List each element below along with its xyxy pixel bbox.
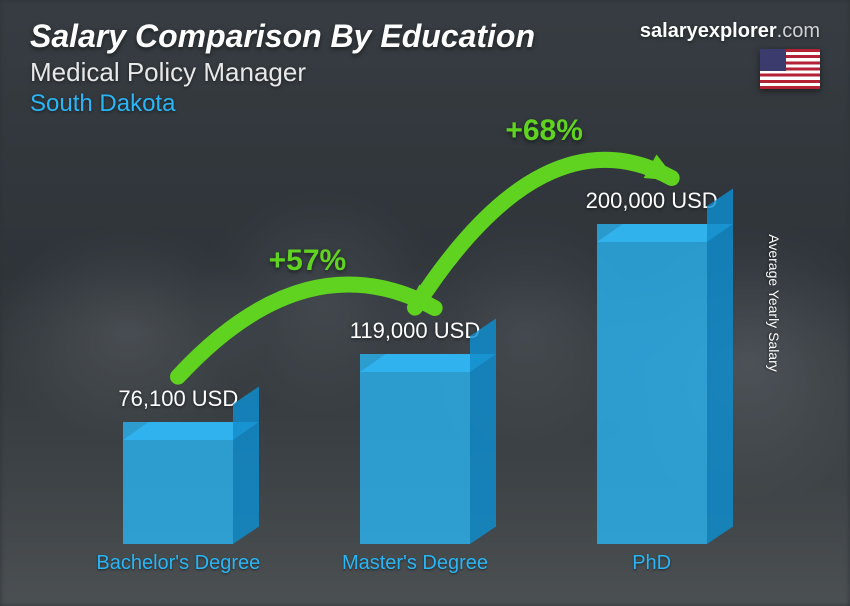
chart-location: South Dakota [30,90,820,118]
bar-category-label: PhD [533,544,770,575]
bar-slot: 119,000 USD [297,318,534,544]
bar [123,422,233,544]
increase-percent-label: +57% [269,244,347,278]
increase-percent-label: +68% [505,114,583,148]
bar-value-label: 200,000 USD [586,188,718,214]
flag-icon [760,49,820,89]
brand-block: salaryexplorer.com [640,20,820,89]
bar-value-label: 76,100 USD [118,386,238,412]
brand-suffix: .com [777,20,820,42]
bar [597,224,707,544]
bar-value-label: 119,000 USD [350,318,480,344]
infographic-container: Salary Comparison By Education Medical P… [0,0,850,606]
bar-slot: 76,100 USD [60,386,297,544]
bar-category-label: Master's Degree [297,544,534,575]
bar [360,354,470,544]
bar-slot: 200,000 USD [533,188,770,544]
brand-text: salaryexplorer.com [640,20,820,43]
bar-chart: 76,100 USDBachelor's Degree119,000 USDMa… [60,150,770,544]
bar-category-label: Bachelor's Degree [60,544,297,575]
brand-name: salaryexplorer [640,20,777,42]
